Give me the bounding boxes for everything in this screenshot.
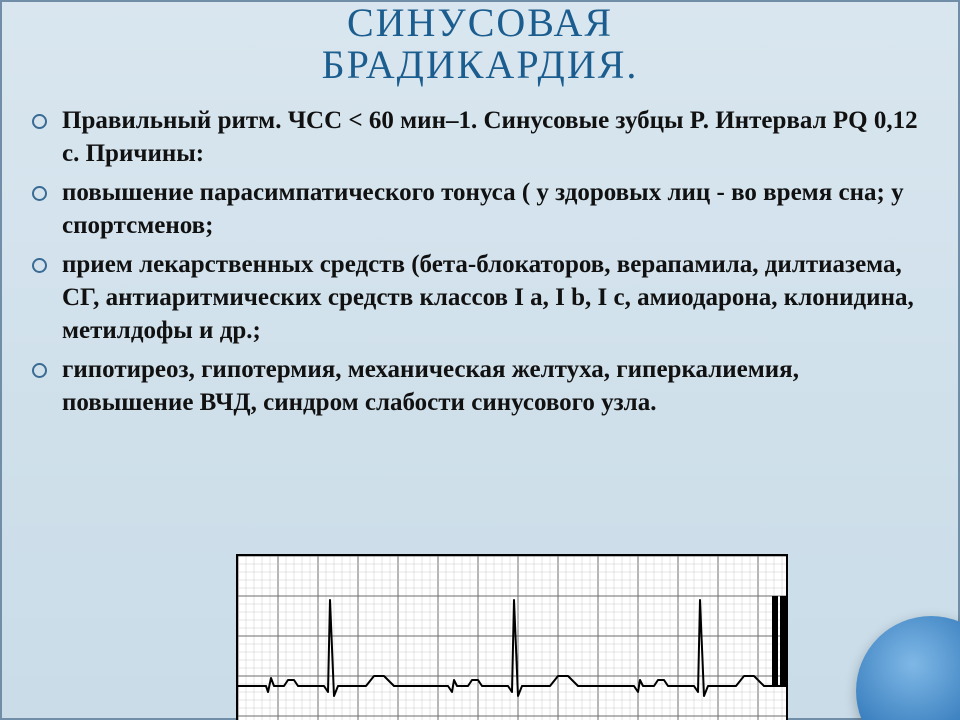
ecg-chart — [236, 554, 788, 720]
bullet-list: Правильный ритм. ЧСС < 60 мин–1. Синусов… — [28, 104, 932, 419]
slide-title: СИНУСОВАЯ БРАДИКАРДИЯ. — [28, 2, 932, 86]
bullet-text: Правильный ритм. ЧСС < 60 мин–1. Синусов… — [62, 107, 918, 167]
list-item: прием лекарственных средств (бета-блокат… — [56, 248, 932, 347]
bullet-text: прием лекарственных средств (бета-блокат… — [62, 251, 914, 344]
list-item: Правильный ритм. ЧСС < 60 мин–1. Синусов… — [56, 104, 932, 170]
list-item: повышение парасимпатического тонуса ( у … — [56, 176, 932, 242]
slide: СИНУСОВАЯ БРАДИКАРДИЯ. Правильный ритм. … — [0, 0, 960, 720]
ecg-svg — [238, 556, 788, 720]
title-line-2: БРАДИКАРДИЯ. — [322, 42, 639, 87]
bullet-text: повышение парасимпатического тонуса ( у … — [62, 179, 904, 239]
decorative-sphere-icon — [856, 616, 960, 720]
list-item: гипотиреоз, гипотермия, механическая жел… — [56, 353, 932, 419]
bullet-text: гипотиреоз, гипотермия, механическая жел… — [62, 356, 799, 416]
title-line-1: СИНУСОВАЯ — [347, 0, 613, 45]
